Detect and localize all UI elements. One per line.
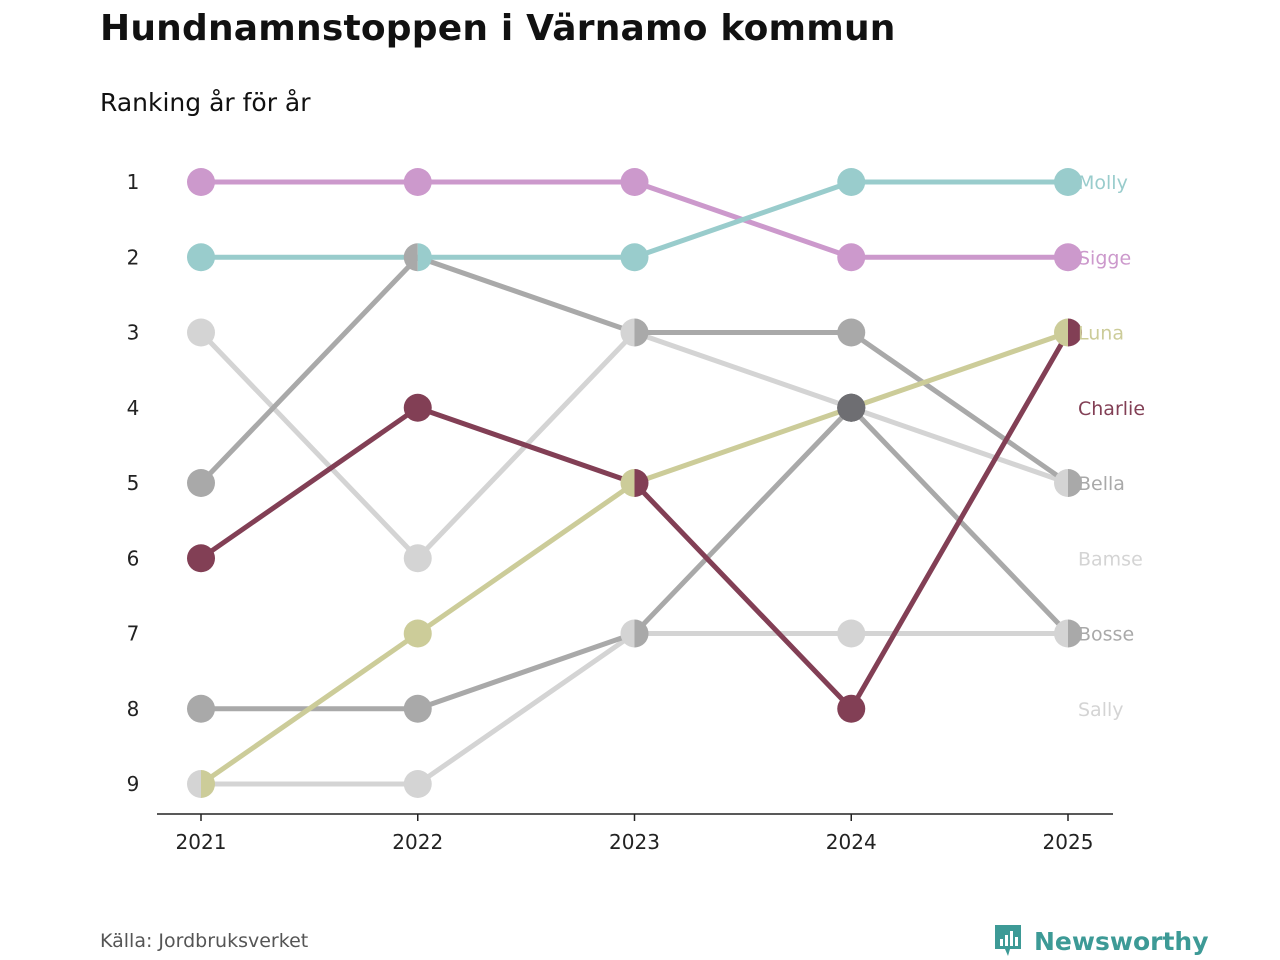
point-luna-2022 [403,619,432,648]
point-luna-2021 [201,770,215,798]
point-molly-2021 [187,243,215,272]
point-luna-2023 [620,469,635,497]
y-tick-label-1: 1 [127,170,140,194]
point-charlie-2022 [403,393,432,422]
end-labels: Molly Sigge Luna Charlie Bella Bamse Bosse Sall… [1078,172,1145,721]
y-tick-label-9: 9 [127,772,140,796]
newsworthy-logo-icon [995,925,1021,956]
brand-name: Newsworthy [1034,926,1209,956]
series-line-bella [198,254,1071,486]
point-molly-2024 [837,168,866,196]
point-luna-2024 [837,393,866,422]
end-label-charlie: Charlie [1078,398,1145,420]
y-tick-label-3: 3 [127,321,140,345]
x-tick-label-2024: 2024 [826,830,877,854]
x-tick-label-2025: 2025 [1043,830,1094,854]
series-line-bamse [198,330,1071,561]
axes: 2021 2022 2023 2024 2025 1 2 3 4 5 6 7 8 9 [127,170,1113,854]
point-sally-2024 [837,619,866,648]
point-sigge-2024 [837,243,866,272]
y-tick-label-7: 7 [127,622,140,646]
point-bamse-2025 [1054,469,1068,497]
end-label-sigge: Sigge [1078,247,1131,269]
point-charlie-2024 [837,694,866,723]
source-note: Källa: Jordbruksverket [100,930,309,952]
x-tick-label-2022: 2022 [392,830,443,854]
point-sally-2025 [1054,619,1068,648]
series-line-charlie [198,330,1071,712]
point-bella-2024 [837,318,866,347]
point-charlie-2021 [187,544,215,573]
point-molly-2023 [620,243,649,272]
x-tick-label-2023: 2023 [609,830,660,854]
end-label-bosse: Bosse [1078,624,1134,646]
point-bosse-2025 [1068,619,1083,648]
point-bella-2022 [403,243,418,272]
x-tick-label-2021: 2021 [176,830,227,854]
y-tick-label-4: 4 [127,396,140,420]
y-tick-label-5: 5 [127,471,140,495]
point-charlie-2025 [1068,318,1083,347]
chart-title: Hundnamnstoppen i Värnamo kommun [100,8,896,49]
point-bamse-2023 [620,318,635,347]
point-bella-2023 [634,318,649,347]
end-label-bamse: Bamse [1078,548,1143,570]
point-sally-2021 [187,770,201,798]
point-sigge-2022 [403,168,432,196]
point-bosse-2021 [187,694,215,723]
point-bosse-2022 [403,694,432,723]
point-molly-2022 [417,243,432,272]
brand-logo: Newsworthy [992,922,1209,960]
y-tick-label-8: 8 [127,697,140,721]
point-sigge-2025 [1054,243,1082,272]
point-sally-2023 [620,619,635,648]
point-molly-2025 [1054,168,1082,196]
end-label-molly: Molly [1078,172,1128,194]
point-charlie-2023 [634,469,649,497]
end-label-sally: Sally [1078,699,1124,721]
chart-subtitle: Ranking år för år [100,88,311,117]
end-label-bella: Bella [1078,473,1125,495]
point-bella-2021 [187,469,215,497]
y-tick-label-2: 2 [127,245,140,269]
point-bella-2025 [1068,469,1082,497]
end-label-luna: Luna [1078,323,1124,345]
point-bosse-2023 [634,619,649,648]
point-sally-2022 [403,770,432,798]
point-sigge-2023 [620,168,649,196]
point-sigge-2021 [187,168,215,196]
series-points [187,168,1083,798]
point-luna-2025 [1054,318,1068,347]
point-bamse-2022 [403,544,432,573]
y-tick-label-6: 6 [127,546,140,570]
point-bamse-2021 [187,318,215,347]
